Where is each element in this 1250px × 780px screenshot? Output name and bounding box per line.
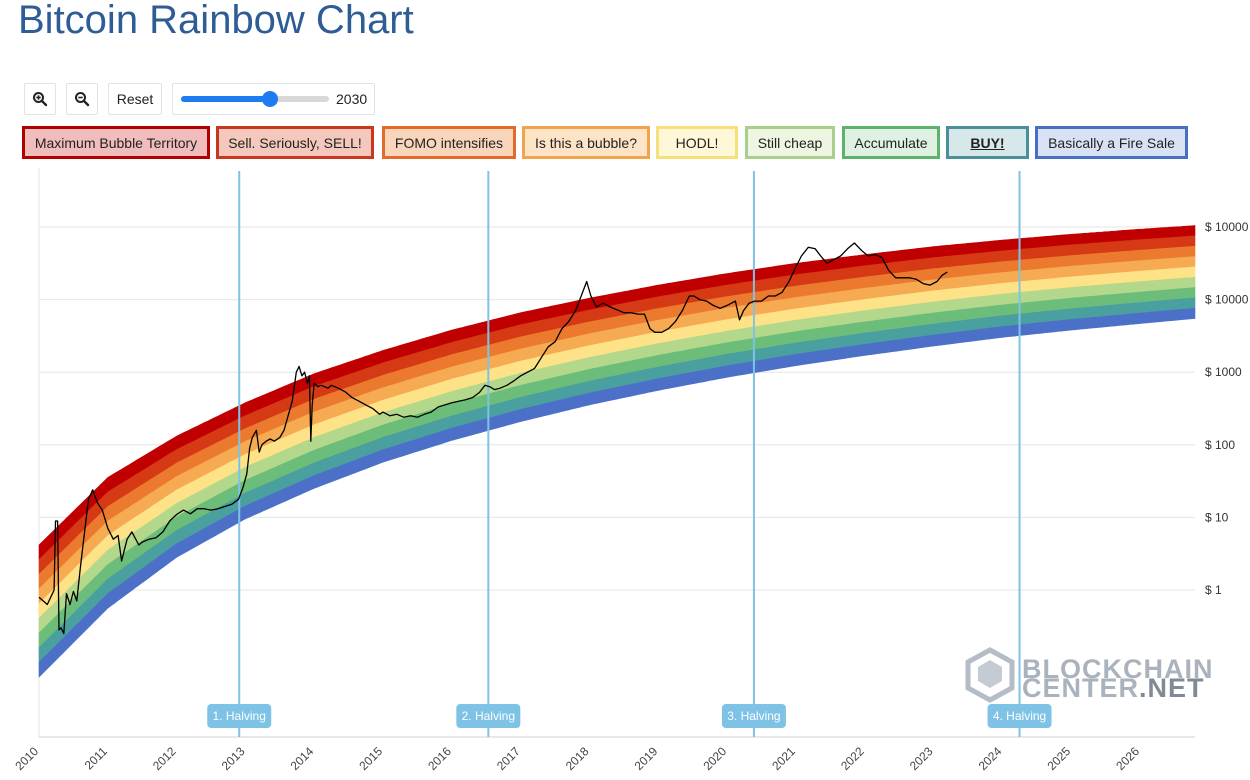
x-tick-label: 2017 xyxy=(494,744,523,773)
watermark: BLOCKCHAIN CENTER.NET xyxy=(965,647,1214,703)
legend-band-0[interactable]: Maximum Bubble Territory xyxy=(22,126,210,159)
halving-label: 2. Halving xyxy=(462,709,515,723)
halving-label: 3. Halving xyxy=(727,709,780,723)
halving-markers: 1. Halving 2. Halving 3. Halving 4. Halving xyxy=(207,171,1052,737)
x-tick-label: 2010 xyxy=(12,744,41,773)
reset-button[interactable]: Reset xyxy=(108,83,162,115)
x-tick-label: 2012 xyxy=(150,744,179,773)
halving-label: 1. Halving xyxy=(213,709,266,723)
halving-badge xyxy=(987,704,1052,728)
rainbow-bands xyxy=(38,225,1196,678)
y-tick-label: $ 1 xyxy=(1205,583,1222,597)
year-slider-value: 2030 xyxy=(336,91,368,107)
blockchain-center-logo-icon xyxy=(965,647,1015,703)
x-tick-label: 2025 xyxy=(1044,744,1073,773)
zoom-in-button[interactable] xyxy=(24,83,56,115)
x-axis: 2010 2011 2012 2013 2014 2015 2016 2017 2018 2019… xyxy=(12,744,1142,773)
price-series xyxy=(38,242,948,635)
legend-band-3[interactable]: Is this a bubble? xyxy=(522,126,650,159)
halving-badge xyxy=(456,704,521,728)
year-slider-container: 2030 xyxy=(172,83,375,115)
x-tick-label: 2011 xyxy=(82,744,110,772)
y-tick-label: $ 10000 xyxy=(1205,220,1249,234)
halving-badge xyxy=(721,704,786,728)
x-tick-label: 2026 xyxy=(1113,744,1142,773)
year-slider-fill xyxy=(181,96,270,102)
price-line xyxy=(38,242,948,635)
legend-band-6[interactable]: Accumulate xyxy=(842,126,940,159)
legend-band-8[interactable]: Basically a Fire Sale xyxy=(1035,126,1188,159)
x-tick-label: 2019 xyxy=(632,744,661,773)
x-tick-label: 2015 xyxy=(356,744,385,773)
x-tick-label: 2021 xyxy=(769,744,798,773)
x-tick-label: 2022 xyxy=(838,744,867,773)
halving-label: 4. Halving xyxy=(993,709,1046,723)
watermark-line1: BLOCKCHAIN xyxy=(1022,654,1214,684)
rainbow-band-8 xyxy=(38,307,1196,678)
x-tick-label: 2020 xyxy=(700,744,729,773)
watermark-line2: CENTER.NET xyxy=(1022,673,1205,703)
x-tick-label: 2018 xyxy=(563,744,592,773)
zoom-in-icon xyxy=(33,92,48,107)
x-tick-label: 2013 xyxy=(219,744,248,773)
legend-band-5[interactable]: Still cheap xyxy=(745,126,835,159)
y-tick-label: $ 1000 xyxy=(1205,365,1242,379)
zoom-out-icon xyxy=(75,92,90,107)
y-tick-label: $ 100 xyxy=(1205,438,1235,452)
year-slider[interactable] xyxy=(181,91,329,107)
y-tick-label: $ 10 xyxy=(1205,510,1229,524)
x-tick-label: 2024 xyxy=(976,744,1005,773)
legend-band-4[interactable]: HODL! xyxy=(656,126,738,159)
legend-band-1[interactable]: Sell. Seriously, SELL! xyxy=(216,126,374,159)
legend-band-7[interactable]: BUY! xyxy=(946,126,1029,159)
x-tick-label: 2023 xyxy=(907,744,936,773)
halving-badge xyxy=(207,704,272,728)
year-slider-thumb[interactable] xyxy=(261,91,278,107)
x-tick-label: 2014 xyxy=(288,744,317,773)
y-tick-label: $ 10000 xyxy=(1205,293,1249,307)
page-title: Bitcoin Rainbow Chart xyxy=(18,0,414,42)
x-tick-label: 2016 xyxy=(425,744,454,773)
y-axis: $ 1 $ 10 $ 100 $ 1000 $ 10000 $ 10000 xyxy=(1205,220,1249,597)
zoom-out-button[interactable] xyxy=(66,83,98,115)
legend-band-2[interactable]: FOMO intensifies xyxy=(382,126,516,159)
